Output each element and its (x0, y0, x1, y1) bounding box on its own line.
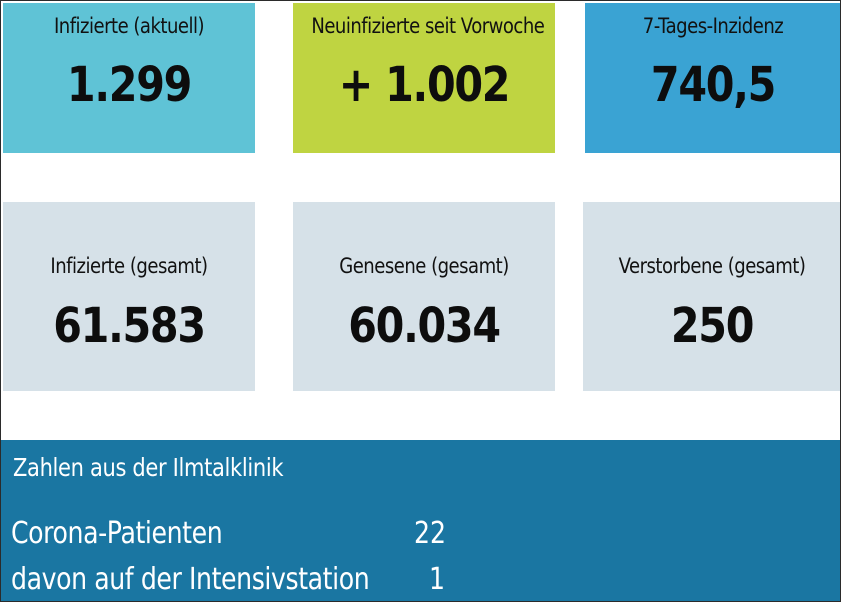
tile-label: Neuinfizierte seit Vorwoche (311, 14, 545, 38)
tile-value: 60.034 (348, 298, 501, 354)
tile-label: Infizierte (aktuell) (53, 14, 205, 38)
clinic-row-label: Corona-Patienten (11, 516, 223, 551)
clinic-row-value: 1 (429, 562, 446, 597)
tile-infizierte-aktuell: Infizierte (aktuell) 1.299 (3, 3, 255, 153)
tile-value: 250 (670, 298, 755, 354)
tile-infizierte-gesamt: Infizierte (gesamt) 61.583 (3, 202, 255, 391)
tile-label: Genesene (gesamt) (339, 254, 509, 278)
tile-value: 61.583 (53, 298, 206, 354)
tile-inzidenz: 7-Tages-Inzidenz 740,5 (585, 3, 840, 153)
tile-verstorbene-gesamt: Verstorbene (gesamt) 250 (583, 202, 840, 391)
tile-value: 1.299 (66, 57, 192, 113)
tile-genesene-gesamt: Genesene (gesamt) 60.034 (293, 202, 555, 391)
clinic-title: Zahlen aus der Ilmtalklinik (13, 453, 284, 482)
tile-label: Infizierte (gesamt) (50, 254, 208, 278)
clinic-row-label: davon auf der Intensivstation (11, 562, 370, 597)
clinic-panel: Zahlen aus der Ilmtalklinik Corona-Patie… (1, 440, 840, 601)
tile-value: 740,5 (650, 57, 776, 113)
clinic-row-value: 22 (414, 516, 447, 551)
tile-neuinfizierte: Neuinfizierte seit Vorwoche + 1.002 (293, 3, 555, 153)
tile-label: Verstorbene (gesamt) (618, 254, 806, 278)
tile-value: + 1.002 (338, 57, 511, 113)
tile-label: 7-Tages-Inzidenz (642, 14, 784, 38)
